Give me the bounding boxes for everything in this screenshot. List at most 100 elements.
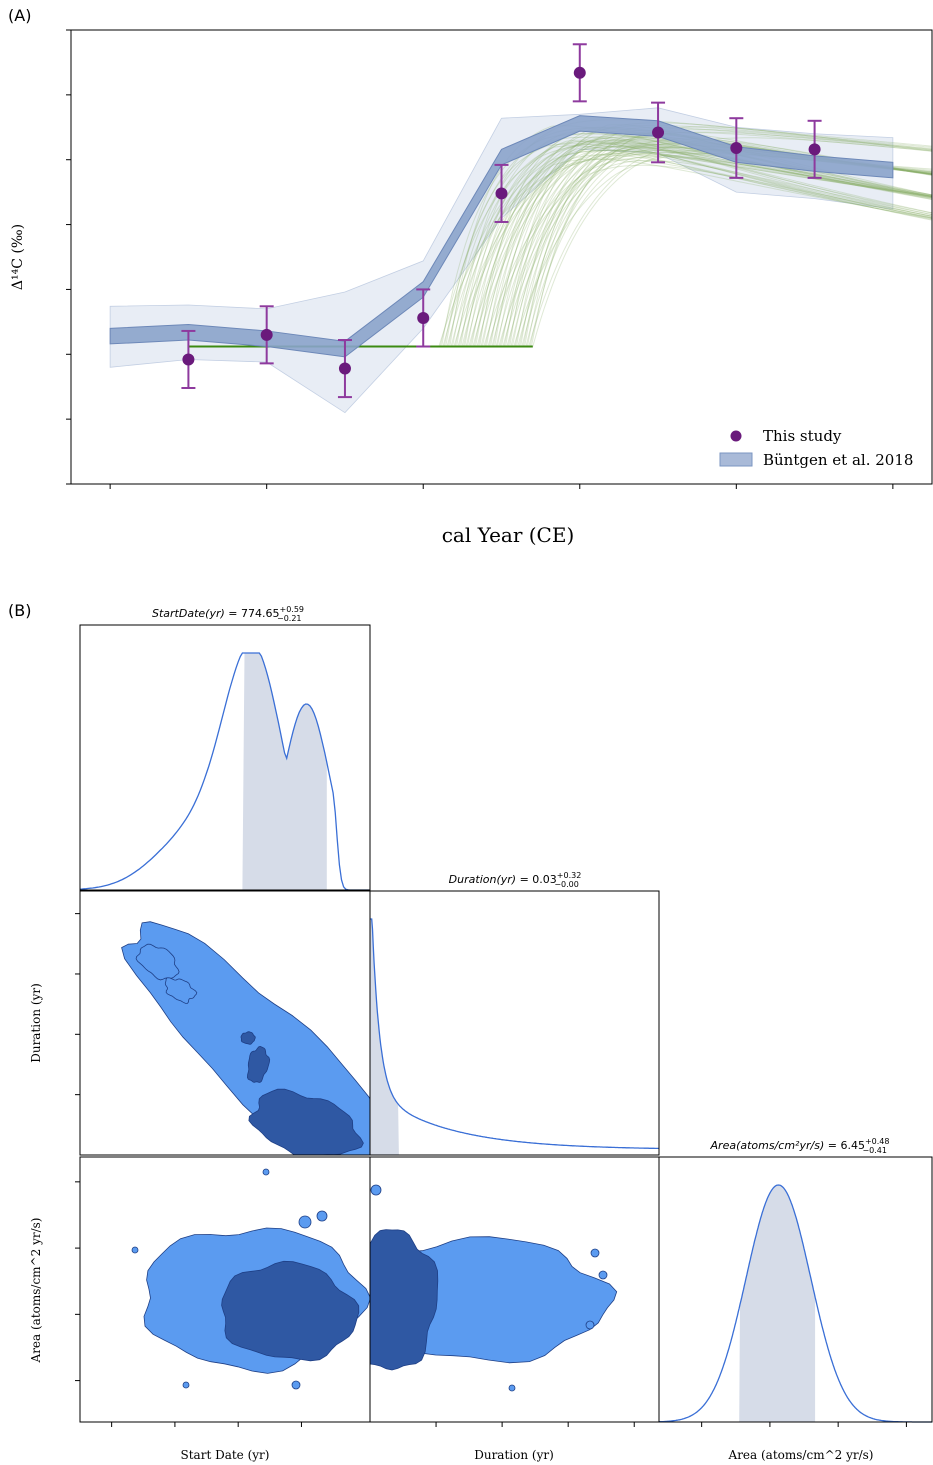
area-y-axis-label: Area (atoms/cm^2 yr/s) (29, 1218, 43, 1364)
model-curve (524, 146, 932, 347)
ds-contour-inner (240, 1031, 256, 1045)
data-point (573, 66, 586, 79)
start-date-kde-line (79, 652, 369, 891)
model-curve (488, 149, 932, 347)
model-curve (491, 131, 932, 347)
model-curve (528, 137, 932, 347)
data-point (417, 311, 430, 324)
legend-label-this-study: This study (763, 427, 842, 445)
contour-islet (182, 1381, 190, 1389)
area-kde-line (659, 1184, 932, 1423)
model-curve (464, 139, 932, 347)
panel-a-line-chart: (A) cal Year (CE) Δ¹⁴C (‰) This study Bü… (8, 6, 933, 547)
contour-islet (598, 1270, 608, 1280)
ds-contour-inner (248, 1088, 364, 1155)
legend-swatch-buntgen (719, 452, 753, 467)
model-curve (447, 136, 932, 347)
legend-label-buntgen: Büntgen et al. 2018 (763, 451, 913, 469)
as-contour-islets (131, 1168, 328, 1390)
panel-b-ticks (75, 913, 907, 1427)
contour-islet (262, 1168, 270, 1176)
model-curve (471, 140, 932, 347)
duration-y-axis-label: Duration (yr) (29, 983, 43, 1063)
model-curve (487, 164, 932, 347)
model-curve (454, 141, 932, 347)
data-point (260, 328, 273, 341)
data-point (808, 143, 821, 156)
model-curve (469, 154, 932, 347)
panel-a-x-label: cal Year (CE) (442, 523, 575, 547)
contour-islet (298, 1215, 312, 1229)
data-point (730, 142, 743, 155)
model-curve (492, 122, 932, 347)
area-title: Area(atoms/cm²yr/s) = 6.45+0.48 −0.41 (710, 1137, 890, 1155)
ds-contour-islet (135, 943, 180, 981)
contour-islet (291, 1380, 301, 1390)
area-vs-start-date-contours (79, 1156, 371, 1423)
panel-a-frame (70, 29, 933, 485)
panel-a-x-ticks (109, 484, 894, 489)
model-curve (483, 156, 932, 347)
model-curve (472, 153, 932, 347)
model-curve (445, 143, 932, 347)
contour-islet (370, 1184, 382, 1196)
model-curve (525, 155, 932, 347)
contour-islet (131, 1246, 139, 1254)
legend-marker-this-study (730, 430, 742, 442)
start-date-title: StartDate(yr) = 774.65+0.59 −0.21 (152, 605, 304, 623)
duration-axis-label: Duration (yr) (474, 1448, 554, 1462)
model-curve (499, 154, 932, 347)
model-curve (453, 158, 932, 347)
model-curve (490, 136, 932, 347)
area-marginal (658, 1156, 933, 1423)
ad-contour-inner (370, 1229, 439, 1371)
as-contour-inner (221, 1260, 360, 1362)
this-study-points (181, 43, 822, 399)
start-date-frame (79, 624, 371, 891)
model-curve (510, 129, 932, 347)
start-date-marginal (79, 624, 371, 891)
duration-vs-start-date-contours (79, 890, 371, 1156)
contour-islet (585, 1320, 595, 1330)
model-curve (446, 149, 932, 347)
panel-a-y-ticks (66, 29, 71, 485)
duration-title: Duration(yr) = 0.03+0.32 −0.00 (449, 871, 582, 889)
area-vs-duration-contours (369, 1156, 660, 1423)
model-curve (529, 126, 932, 347)
model-curve (506, 160, 932, 347)
contour-islet (508, 1384, 516, 1392)
ad-contour-islets (370, 1184, 608, 1392)
data-point (495, 187, 508, 200)
model-curve (473, 124, 932, 347)
model-curve (462, 150, 932, 347)
model-curve (526, 132, 932, 347)
ds-contour-inner (246, 1045, 271, 1083)
panel-b-corner-plot: (B) StartDate(yr) = 774.65+0.59 −0.21 Dur… (8, 601, 933, 1462)
model-curve (468, 145, 932, 347)
data-point (652, 126, 665, 139)
duration-kde-line (370, 918, 659, 1150)
duration-hdi-fill (370, 919, 399, 1155)
panel-a-legend: This study Büntgen et al. 2018 (719, 427, 913, 469)
model-curve (465, 145, 932, 347)
start-date-axis-label: Start Date (yr) (181, 1448, 270, 1462)
model-curve (481, 146, 932, 347)
contour-islet (316, 1210, 328, 1222)
panel-b-label: (B) (8, 601, 31, 620)
start-date-hdi-fill (242, 653, 327, 890)
model-curve (509, 126, 932, 347)
model-curve (507, 145, 932, 347)
duration-frame (369, 890, 660, 1156)
area-frame (658, 1156, 933, 1423)
duration-marginal (369, 890, 660, 1156)
model-curve (452, 145, 932, 347)
data-point (182, 353, 195, 366)
panel-a-label: (A) (8, 6, 31, 25)
data-point (338, 362, 351, 375)
area-axis-label: Area (atoms/cm^2 yr/s) (728, 1448, 874, 1462)
ds-contour-islet (164, 977, 198, 1004)
panel-a-y-label: Δ¹⁴C (‰) (10, 224, 26, 290)
area-hdi-fill (739, 1185, 816, 1422)
contour-islet (590, 1248, 600, 1258)
